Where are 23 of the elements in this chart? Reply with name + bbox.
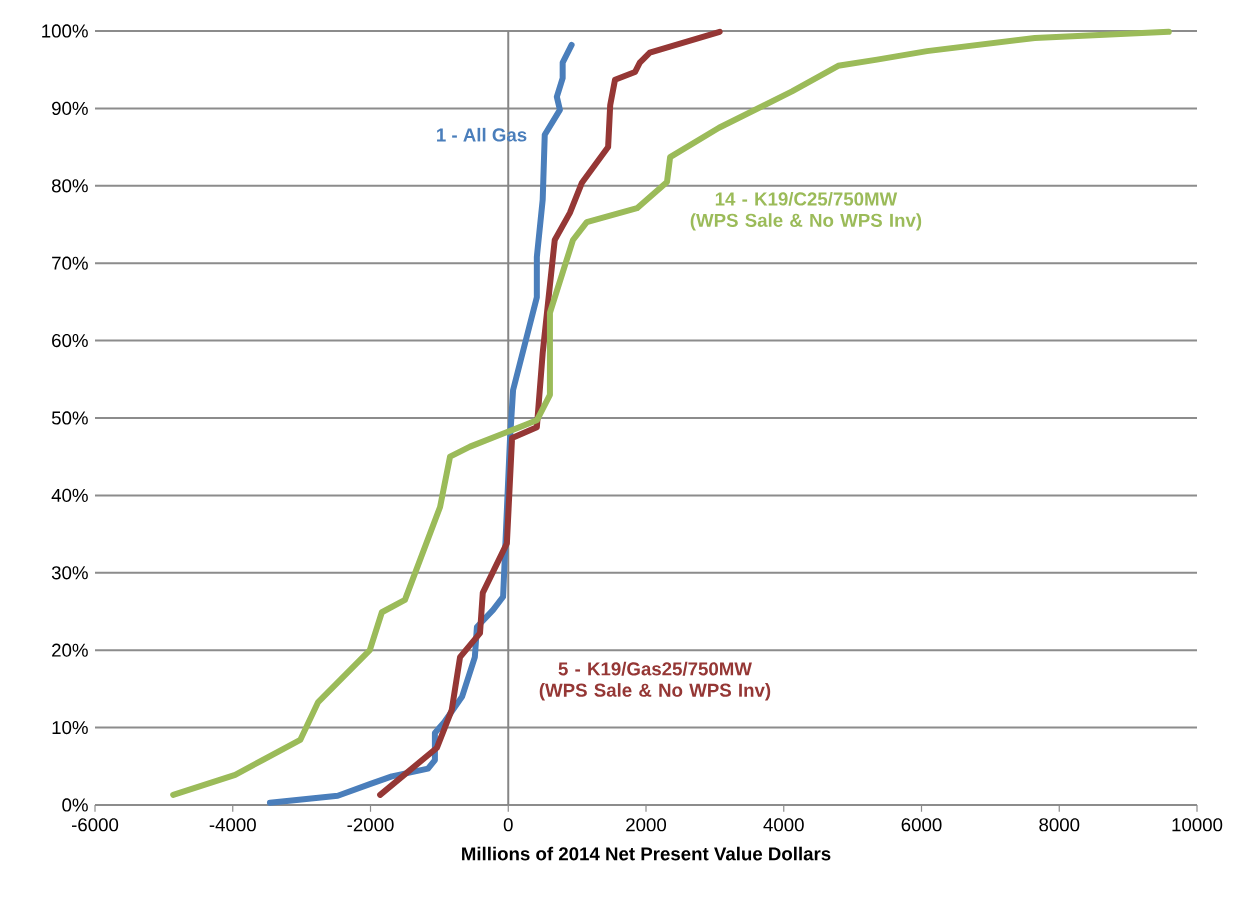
y-tick-label: 70% (52, 256, 88, 270)
y-tick-label: 80% (51, 179, 88, 193)
y-tick-label: 100% (42, 24, 88, 38)
x-tick-label: 4000 (763, 818, 804, 832)
series-label: 14 - K19/C25/750MW (WPS Sale & No WPS Inv) (690, 191, 922, 231)
x-tick-label: -6000 (71, 818, 119, 832)
x-tick-label: 6000 (901, 818, 942, 832)
x-tick-label: 2000 (626, 818, 667, 832)
x-tick-label: -2000 (347, 818, 394, 832)
y-tick-label: 50% (51, 411, 88, 425)
x-axis-title: Millions of 2014 Net Present Value Dollars (462, 846, 831, 861)
y-tick-label: 30% (51, 566, 88, 580)
x-tick-label: 8000 (1039, 818, 1080, 832)
y-tick-label: 20% (52, 643, 88, 657)
x-tick-label: 0 (503, 818, 513, 832)
text: 5 - K19/Gas25/750MW (WPS Sale & No WPS Inv) (539, 661, 771, 701)
y-tick-label: 10% (52, 720, 88, 735)
x-tick-label: 10000 (1172, 818, 1223, 832)
y-tick-label: 60% (52, 333, 88, 348)
y-tick-label: 90% (52, 101, 88, 115)
y-tick-label: 40% (51, 488, 88, 502)
x-tick-label: -4000 (209, 818, 256, 832)
y-tick-label: 0% (62, 798, 88, 812)
